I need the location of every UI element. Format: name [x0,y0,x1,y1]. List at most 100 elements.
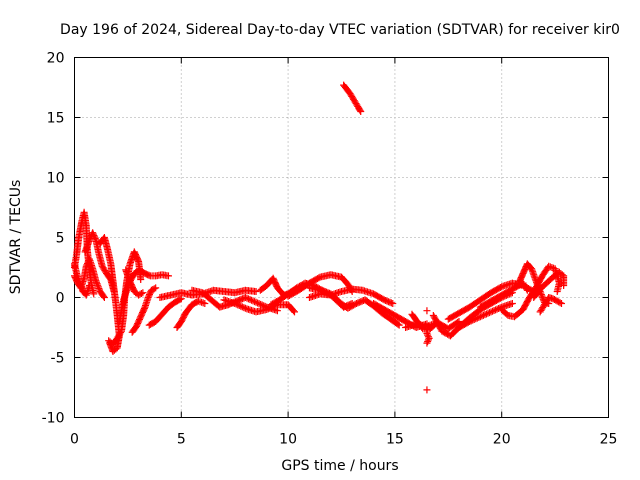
data-point [324,290,332,298]
chart-title: Day 196 of 2024, Sidereal Day-to-day VTE… [60,22,620,38]
data-point [425,334,433,342]
data-point [235,302,243,310]
data-point [134,256,142,264]
data-point [553,288,561,295]
data-point [137,276,145,283]
data-point [94,283,102,291]
data-point [356,106,364,114]
data-point [321,288,329,296]
data-point [164,272,172,280]
data-point [91,234,99,242]
y-axis-label: SDTVAR / TECUs [8,180,24,295]
data-point [95,284,103,292]
data-point [273,307,281,315]
data-point [492,306,500,314]
data-point [522,285,530,293]
data-point [247,296,255,304]
data-point [289,307,297,315]
data-point [481,311,489,319]
data-point [495,304,503,312]
data-point [322,289,330,297]
data-point [423,307,431,315]
data-point [291,308,299,316]
y-tick-label: 10 [47,171,65,187]
data-point [470,315,478,323]
data-point [424,333,432,341]
data-point [482,310,490,318]
data-point [94,281,102,289]
data-point [238,303,246,311]
data-point [244,295,252,303]
data-point [316,286,324,294]
data-point [423,386,431,394]
data-point [560,282,568,289]
data-point [475,313,483,321]
grid-lines [74,57,609,418]
x-tick-label: 15 [386,432,404,448]
data-point [237,302,245,310]
data-point [90,290,98,298]
data-point [523,286,531,294]
data-point [92,278,100,286]
data-point [139,289,147,297]
x-tick-label: 5 [177,432,186,448]
data-point [140,304,148,312]
data-point [487,308,495,316]
data-point [533,280,541,288]
data-point [389,300,397,307]
data-point [466,318,474,325]
data-point [177,295,185,303]
data-point [257,300,265,308]
data-point [266,304,274,312]
data-point [176,295,184,303]
x-axis-label: GPS time / hours [281,458,398,474]
data-point [539,294,547,302]
data-point [424,331,432,339]
data-point [472,315,480,323]
data-point [478,312,486,320]
y-tick-label: 15 [47,111,65,127]
data-point [508,300,516,307]
data-point [454,318,462,326]
data-point [252,298,260,306]
data-point [117,329,125,337]
data-point [263,306,271,313]
data-point [357,108,365,115]
data-point [489,307,497,315]
data-point [469,316,477,324]
data-point [137,290,145,297]
data-point [423,339,431,347]
data-point [241,294,249,301]
data-point [424,338,432,345]
data-point [85,282,93,289]
data-point [485,309,493,317]
data-point [476,313,484,321]
data-point [319,288,327,296]
data-point [251,298,259,306]
data-points [71,81,568,394]
data-point [246,296,254,304]
data-point [534,281,542,289]
data-point [484,309,492,317]
data-point [232,300,240,308]
data-point [240,304,248,312]
data-point [423,330,431,337]
y-tick-label: -10 [42,411,65,427]
data-point [243,294,251,302]
data-point [467,317,475,325]
y-tick-label: 0 [56,291,65,307]
x-tick-label: 25 [600,432,618,448]
x-tick-label: 0 [70,432,79,448]
data-point [479,311,487,319]
data-point [395,321,403,329]
data-point [255,300,263,308]
data-point [490,307,498,315]
data-point [93,280,101,288]
data-point [231,300,239,307]
data-point [252,288,260,295]
data-point [152,284,160,292]
data-point [455,318,463,325]
data-point [558,300,566,307]
axis-ticks: 0 5 10 15 20 25 -10 -5 0 5 10 15 20 [42,51,618,448]
